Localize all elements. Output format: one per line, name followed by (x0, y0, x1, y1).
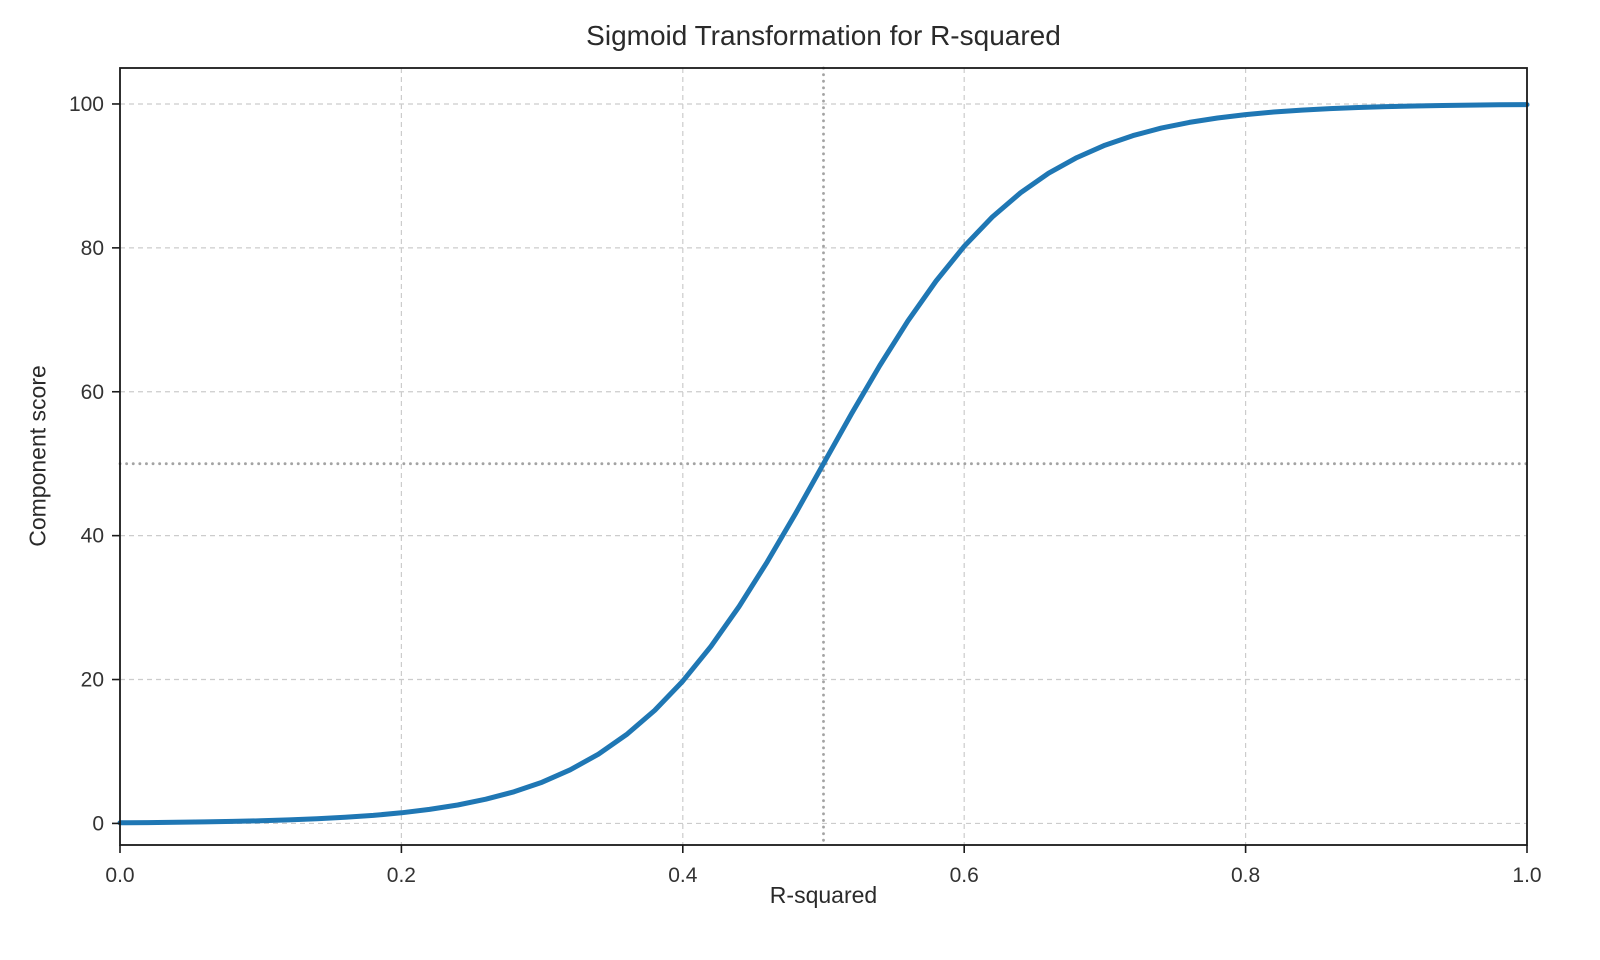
x-tick-label: 0.2 (387, 864, 416, 887)
x-tick-label: 0.4 (668, 864, 698, 887)
x-tick-label: 0.6 (950, 864, 979, 887)
x-tick-label: 0.0 (105, 864, 134, 887)
chart-title: Sigmoid Transformation for R-squared (586, 20, 1061, 51)
y-tick-label: 20 (81, 669, 104, 692)
y-tick-label: 60 (81, 381, 104, 404)
x-tick-label: 1.0 (1512, 864, 1541, 887)
y-tick-label: 0 (92, 812, 104, 835)
x-axis-label: R-squared (769, 882, 878, 908)
y-tick-label: 40 (81, 525, 104, 548)
y-tick-label: 80 (81, 237, 104, 260)
x-tick-label: 0.8 (1231, 864, 1260, 887)
y-tick-label: 100 (69, 93, 104, 116)
sigmoid-curve (117, 102, 1530, 826)
plot-border (119, 67, 1528, 846)
